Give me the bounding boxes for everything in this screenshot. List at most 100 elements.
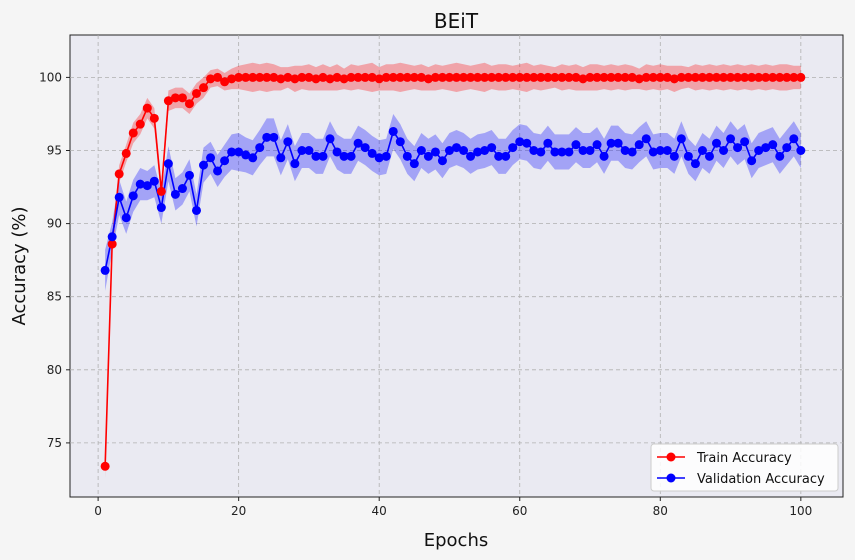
train-point	[163, 96, 173, 106]
train-point	[332, 72, 342, 82]
validation-point	[199, 160, 209, 170]
train-point	[669, 74, 679, 84]
validation-point	[712, 138, 722, 148]
validation-point	[529, 146, 539, 155]
validation-point	[227, 147, 237, 157]
validation-point	[156, 203, 166, 213]
validation-point	[177, 184, 187, 194]
train-point	[156, 186, 166, 196]
validation-point	[494, 151, 504, 161]
validation-point	[690, 159, 700, 169]
train-point	[494, 72, 504, 82]
train-point	[641, 72, 651, 82]
train-point	[290, 74, 300, 84]
train-point	[501, 72, 511, 82]
validation-point	[719, 146, 729, 155]
train-point	[149, 113, 159, 123]
validation-point	[409, 159, 419, 169]
train-point	[543, 72, 553, 82]
train-point	[121, 148, 131, 158]
train-point	[367, 72, 377, 82]
validation-point	[100, 265, 110, 275]
validation-point	[388, 126, 398, 136]
train-point	[409, 72, 419, 82]
validation-point	[550, 147, 560, 157]
x-axis-ticks: 0 20 40 60 80 100	[94, 497, 812, 518]
x-tick-label: 40	[372, 504, 387, 518]
train-point	[508, 72, 518, 82]
validation-point	[775, 151, 785, 161]
validation-point	[184, 170, 194, 180]
y-tick-label: 90	[47, 217, 62, 231]
train-point	[473, 72, 483, 82]
train-point	[170, 93, 180, 103]
train-point	[388, 72, 398, 82]
train-point	[606, 72, 616, 82]
validation-point	[592, 140, 602, 150]
validation-point	[262, 132, 272, 142]
train-point	[529, 72, 539, 82]
train-point	[550, 72, 560, 82]
validation-point	[789, 134, 799, 144]
train-point	[662, 72, 672, 82]
legend-validation-label: Validation Accuracy	[697, 472, 825, 487]
x-tick-label: 0	[94, 504, 102, 518]
train-point	[184, 99, 194, 109]
validation-point	[381, 151, 391, 161]
train-point	[557, 72, 567, 82]
train-point	[353, 72, 363, 82]
train-point	[459, 72, 469, 82]
validation-point	[641, 134, 651, 144]
train-point	[627, 72, 637, 82]
y-tick-label: 95	[47, 144, 62, 158]
train-point	[578, 74, 588, 84]
validation-point	[241, 150, 251, 160]
legend-train-label: Train Accuracy	[696, 451, 792, 466]
validation-point	[782, 143, 792, 153]
validation-point	[248, 153, 258, 163]
validation-point	[332, 147, 342, 157]
train-point	[733, 72, 743, 82]
validation-point	[459, 146, 469, 155]
x-axis-label: Epochs	[424, 530, 489, 551]
validation-point	[613, 138, 623, 148]
legend-train-marker	[666, 452, 676, 462]
train-point	[346, 72, 356, 82]
train-point	[719, 72, 729, 82]
validation-point	[634, 140, 644, 150]
train-point	[107, 239, 117, 249]
validation-point	[747, 156, 757, 166]
train-point	[740, 72, 750, 82]
train-point	[480, 72, 490, 82]
validation-point	[761, 143, 771, 153]
validation-point	[114, 192, 124, 202]
x-tick-label: 80	[653, 504, 668, 518]
train-point	[796, 72, 806, 82]
train-point	[747, 72, 757, 82]
train-point	[276, 74, 286, 84]
validation-point	[466, 151, 476, 161]
validation-point	[360, 143, 370, 153]
train-point	[564, 72, 574, 82]
validation-point	[206, 153, 216, 163]
train-point	[269, 72, 279, 82]
validation-point	[606, 138, 616, 148]
chart-title: BEiT	[434, 9, 479, 33]
validation-point	[290, 159, 300, 169]
train-point	[114, 169, 124, 179]
train-point	[487, 72, 497, 82]
validation-point	[536, 147, 546, 157]
train-point	[135, 119, 145, 129]
validation-point	[796, 146, 806, 155]
train-point	[522, 72, 532, 82]
legend-box	[650, 443, 839, 492]
validation-point	[754, 146, 764, 155]
train-point	[712, 72, 722, 82]
series-points	[100, 72, 806, 471]
validation-point	[669, 151, 679, 161]
train-point	[339, 74, 349, 84]
y-axis-label: Accuracy (%)	[9, 206, 30, 325]
validation-point	[135, 179, 145, 189]
validation-point	[269, 132, 279, 142]
validation-point	[191, 205, 201, 215]
